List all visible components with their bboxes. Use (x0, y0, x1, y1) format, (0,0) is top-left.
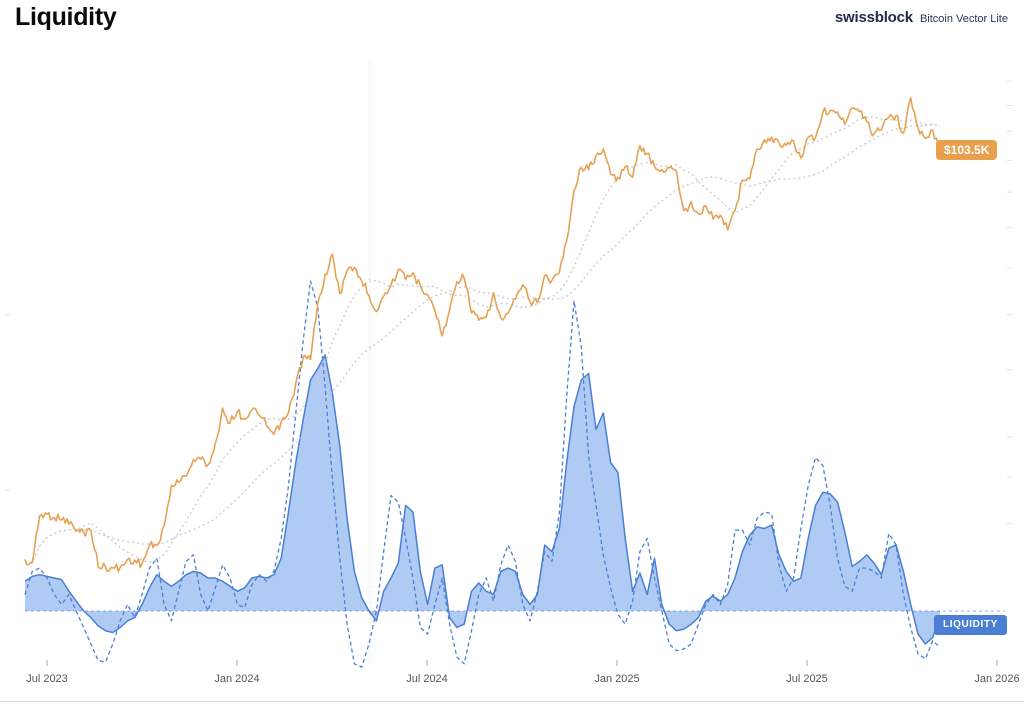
right-axis-ticks (1007, 80, 1012, 525)
brand-logo: swissblock Bitcoin Vector Lite (835, 9, 1008, 26)
x-axis-label: Jul 2023 (26, 673, 68, 685)
x-axis-ticks (46, 660, 998, 666)
left-axis-ticks (5, 314, 10, 491)
price-badge: $103.5K (936, 140, 998, 160)
x-axis-label: Jan 2026 (974, 673, 1020, 685)
brand-product-name: Bitcoin Vector Lite (919, 13, 1008, 25)
x-axis-label: Jul 2025 (786, 673, 828, 685)
liquidity-series-badge: LIQUIDITY (934, 615, 1007, 635)
liquidity-area (25, 354, 940, 644)
btc-price-line (24, 97, 941, 573)
x-axis-label: Jan 2025 (594, 673, 640, 685)
price-ma-fast-line (24, 116, 941, 564)
price-ma-slow-line (24, 124, 941, 564)
page-divider (0, 701, 1024, 702)
x-axis-label: Jul 2024 (406, 673, 448, 685)
x-axis-label: Jan 2024 (214, 673, 260, 685)
brand-name: swissblock (834, 9, 913, 26)
page-title: Liquidity (15, 3, 117, 31)
liquidity-slow-line (24, 354, 941, 645)
liquidity-fast-line (24, 280, 941, 668)
